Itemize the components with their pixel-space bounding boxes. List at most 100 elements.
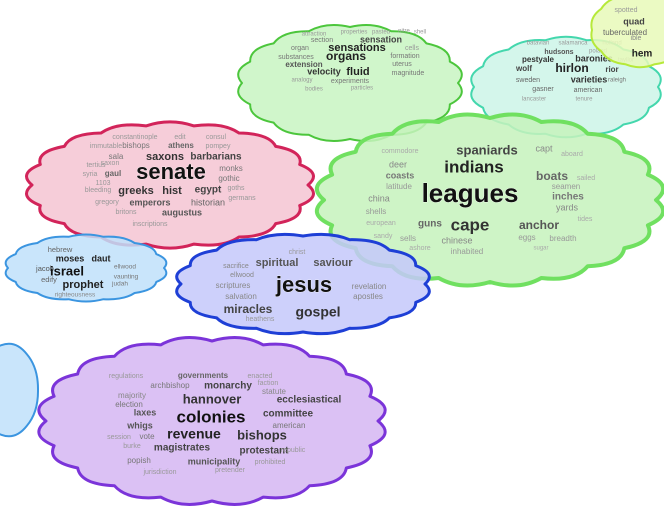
cloud-word: governments: [178, 371, 229, 380]
cloud-word: salamanca: [558, 41, 588, 47]
cloud-word: sugar: [533, 246, 548, 252]
cloud-word: athens: [168, 141, 194, 150]
cloud-word: barbarians: [190, 152, 242, 163]
cloud-word: american: [273, 421, 306, 430]
cloud-word: breadth: [549, 234, 576, 243]
cloud-word: revenue: [167, 426, 221, 442]
cloud-rome: constantinople edit consul immutable bishops…: [25, 120, 315, 250]
cloud-shape: [0, 342, 40, 438]
cloud-word: cape: [451, 215, 490, 234]
cloud-word: seamen: [552, 182, 580, 191]
cloud-word: prohibited: [255, 459, 286, 466]
cloud-word: sells: [400, 234, 416, 243]
cloud-word: vote: [139, 432, 155, 441]
cloud-word: wolf: [515, 64, 532, 73]
cloud-word: pompey: [206, 143, 231, 150]
cloud-word: american: [574, 87, 603, 94]
cloud-word: ashore: [409, 245, 431, 252]
cloud-science: attraction properties pasted nitre shell sect…: [237, 24, 463, 142]
cloud-word: hem: [632, 49, 653, 60]
cloud-colonial-politics: regulations governments enacted archbishop m…: [37, 336, 387, 506]
cloud-word: enacted: [248, 373, 273, 380]
cloud-word: sala: [109, 152, 124, 161]
cloud-word: saviour: [313, 257, 353, 269]
cloud-word: inscriptions: [132, 221, 168, 228]
cloud-word: jesus: [275, 272, 332, 297]
cloud-word: sensation: [360, 34, 402, 44]
cloud-word: ecclesiastical: [277, 395, 342, 406]
cloud-word: indians: [444, 157, 504, 176]
cloud-word: spotted: [615, 7, 638, 14]
cloud-word: attraction: [302, 32, 327, 38]
cloud-word: prophet: [63, 279, 104, 291]
cloud-word: colonies: [177, 407, 246, 426]
cloud-word: daut: [92, 253, 111, 263]
cloud-shape: [25, 120, 315, 250]
cloud-word: immutable: [90, 143, 122, 150]
cloud-word: ellwood: [114, 264, 136, 271]
cloud-word: uterus: [392, 61, 412, 68]
cloud-shape: [175, 232, 431, 336]
cloud-word: inches: [552, 192, 584, 203]
cloud-word: organs: [326, 49, 366, 63]
cloud-word: popish: [127, 456, 151, 465]
cloud-word: batavian: [527, 41, 550, 47]
cloud-word: election: [115, 400, 143, 409]
cloud-word: gospel: [295, 304, 340, 320]
cloud-word: ellwood: [230, 272, 254, 279]
cloud-word: lancaster: [522, 97, 546, 103]
cloud-word: yards: [556, 202, 579, 212]
cloud-word: tuberculated: [603, 28, 647, 37]
cloud-word: gasner: [532, 86, 554, 93]
cloud-word: monarchy: [204, 381, 252, 392]
cloud-word: republic: [281, 447, 306, 454]
cloud-word: heathens: [246, 316, 275, 323]
cloud-word: apostles: [353, 292, 383, 301]
cloud-word: chinese: [441, 235, 472, 245]
cloud-word: rior: [605, 65, 618, 74]
cloud-word: salvation: [225, 292, 257, 301]
cloud-shape: [314, 112, 664, 288]
cloud-word: regulations: [109, 373, 144, 380]
cloud-word: baronies: [575, 53, 613, 63]
cloud-word: organ: [291, 45, 309, 52]
cloud-word: anchor: [519, 218, 559, 232]
cloud-word: israel: [50, 263, 84, 278]
cloud-word: guns: [418, 219, 442, 230]
cloud-word: constantinople: [112, 134, 157, 141]
cloud-word: magistrates: [154, 443, 211, 454]
cloud-word: protestant: [240, 446, 290, 457]
cloud-word: germans: [228, 195, 256, 202]
cloud-word: hannover: [183, 391, 242, 406]
cloud-word: bleeding: [85, 187, 112, 194]
cloud-word: shells: [366, 207, 386, 216]
cloud-shape: [37, 336, 387, 506]
cloud-word: eggs: [518, 233, 535, 242]
cloud-word: tides: [578, 216, 593, 223]
cloud-word: augustus: [162, 207, 202, 217]
cloud-word: municipality: [188, 456, 241, 466]
cloud-word: syria: [83, 171, 98, 178]
cloud-word: gregory: [95, 199, 119, 206]
cloud-word: hebrew: [48, 245, 73, 254]
cloud-word: sailed: [577, 175, 595, 182]
cloud-word: ible: [631, 35, 642, 42]
cloud-word: nitre: [398, 29, 410, 35]
cloud-word: laxes: [134, 407, 157, 417]
cloud-word: formation: [390, 53, 419, 60]
cloud-word: sensations: [328, 42, 385, 54]
cloud-word: hirlon: [555, 61, 588, 75]
cloud-word: jurisdiction: [142, 469, 176, 476]
cloud-word: bishops: [237, 427, 287, 442]
cloud-word: consul: [206, 134, 227, 141]
cloud-word: pretender: [215, 467, 246, 474]
cloud-word: gaul: [105, 169, 121, 178]
cloud-word: hudsons: [544, 49, 573, 56]
cloud-word: statute: [262, 387, 287, 396]
cloud-word: deer: [389, 159, 407, 169]
cloud-word: spiritual: [256, 257, 299, 269]
cloud-word: magnitude: [392, 70, 425, 77]
cloud-word: china: [368, 193, 390, 203]
